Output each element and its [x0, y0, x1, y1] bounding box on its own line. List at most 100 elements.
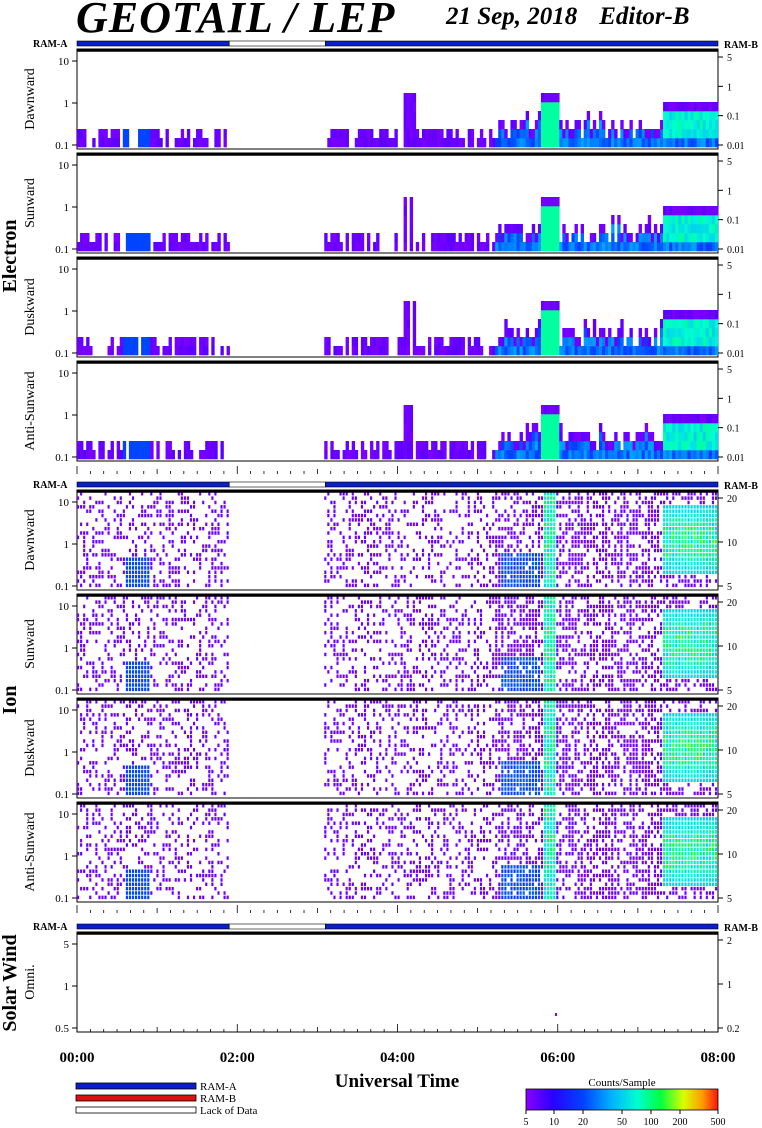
spectrogram-cell: [565, 600, 568, 604]
spectrogram-cell: [421, 496, 425, 500]
spectrogram-cell: [379, 622, 382, 626]
spectrogram-cell: [214, 670, 217, 674]
spectrogram-cell: [577, 450, 581, 460]
spectrogram-cell: [391, 518, 394, 522]
spectrogram-cell: [693, 414, 697, 424]
spectrogram-cell: [150, 665, 153, 670]
spectrogram-cell: [666, 583, 669, 588]
spectrogram-cell: [595, 604, 599, 609]
spectrogram-cell: [226, 652, 229, 657]
spectrogram-cell: [446, 652, 449, 657]
spectrogram-cell: [528, 242, 533, 252]
mode-bar: RAM-A RAM-B: [33, 480, 758, 492]
spectrogram-cell: [647, 215, 652, 225]
spectrogram-cell: [519, 496, 522, 500]
spectrogram-cell: [638, 450, 642, 460]
spectrogram-cell: [592, 346, 597, 356]
spectrogram-cell: [80, 346, 84, 356]
spectrogram-cell: [150, 561, 153, 566]
spectrogram-cell: [211, 346, 215, 356]
spectrogram-cell: [156, 683, 159, 687]
spectrogram-cell: [336, 670, 339, 674]
spectrogram-cell: [424, 630, 428, 635]
spectrogram-cell: [354, 138, 359, 148]
spectrogram-cell: [397, 531, 400, 535]
spectrogram-cell: [534, 138, 539, 148]
spectrogram-cell: [86, 639, 89, 644]
spectrogram-cell: [418, 609, 422, 613]
spectrogram-cell: [586, 566, 589, 570]
spectrogram-cell: [669, 518, 672, 522]
date-label: 21 Sep, 2018: [446, 3, 578, 30]
spectrogram-cell: [366, 242, 371, 252]
spectrogram-cell: [547, 405, 551, 415]
spectrogram-cell: [141, 441, 145, 451]
spectrogram-cell: [589, 678, 592, 683]
spectrogram-cell: [708, 535, 711, 540]
spectrogram-cell: [687, 450, 691, 460]
spectrogram-cell: [714, 544, 718, 548]
spectrogram-cell: [537, 540, 541, 544]
spectrogram-cell: [687, 526, 690, 531]
spectrogram-cell: [431, 617, 434, 622]
spectrogram-cell: [620, 346, 624, 356]
spectrogram-cell: [714, 206, 719, 216]
spectrogram-cell: [363, 683, 367, 687]
spectrogram-cell: [531, 441, 536, 451]
spectrogram-cell: [669, 215, 673, 225]
spectrogram-cell: [415, 574, 418, 579]
spectrogram-cell: [531, 574, 534, 579]
spectrogram-cell: [107, 526, 110, 531]
spectrogram-cell: [525, 604, 528, 609]
spectrogram-cell: [544, 630, 547, 635]
spectrogram-cell: [104, 138, 108, 148]
spectrogram-cell: [681, 328, 685, 338]
spectrogram-cell: [403, 120, 407, 130]
spectrogram-cell: [122, 609, 125, 613]
spectrogram-cell: [339, 346, 343, 356]
spectrogram-cell: [586, 583, 589, 588]
spectrogram-cell: [544, 120, 548, 130]
spectrogram-cell: [684, 553, 687, 557]
spectrogram-cell: [568, 129, 572, 139]
spectrogram-cell: [675, 509, 678, 513]
spectrogram-cell: [397, 518, 400, 522]
spectrogram-cell: [647, 224, 652, 234]
spectrogram-cell: [107, 657, 110, 661]
spectrogram-cell: [153, 242, 157, 252]
spectrogram-cell: [687, 505, 690, 509]
spectrogram-cell: [504, 661, 507, 665]
spectrogram-cell: [495, 600, 498, 604]
spectrogram-cell: [394, 579, 397, 583]
spectrogram-cell: [534, 531, 537, 535]
spectrogram-cell: [95, 566, 98, 570]
spectrogram-cell: [128, 346, 133, 356]
spectrogram-cell: [531, 652, 534, 657]
spectrogram-cell: [116, 138, 121, 148]
spectrogram-cell: [492, 242, 496, 252]
spectrogram-cell: [501, 561, 504, 566]
spectrogram-cell: [672, 574, 675, 579]
spectrogram-cell: [428, 138, 432, 148]
spectrogram-cell: [370, 657, 373, 661]
spectrogram-cell: [345, 441, 349, 451]
spectrogram-cell: [525, 579, 528, 583]
spectrogram-cell: [550, 206, 554, 216]
spectrogram-cell: [131, 678, 135, 683]
spectrogram-cell: [214, 242, 218, 252]
spectrogram-cell: [128, 233, 133, 243]
spectrogram-cell: [629, 337, 633, 347]
spectrogram-cell: [519, 674, 522, 679]
spectrogram-cell: [617, 535, 620, 540]
spectrogram-cell: [424, 622, 428, 626]
spectrogram-cell: [638, 224, 642, 234]
spectrogram-cell: [592, 683, 595, 687]
spectrogram-cell: [553, 574, 556, 579]
spectrogram-cell: [183, 566, 186, 570]
spectrogram-cell: [486, 583, 489, 588]
spectrogram-cell: [550, 441, 554, 451]
spectrogram-cell: [202, 548, 205, 553]
spectrogram-cell: [556, 138, 560, 148]
spectrogram-cell: [577, 639, 580, 644]
spectrogram-cell: [663, 500, 666, 505]
